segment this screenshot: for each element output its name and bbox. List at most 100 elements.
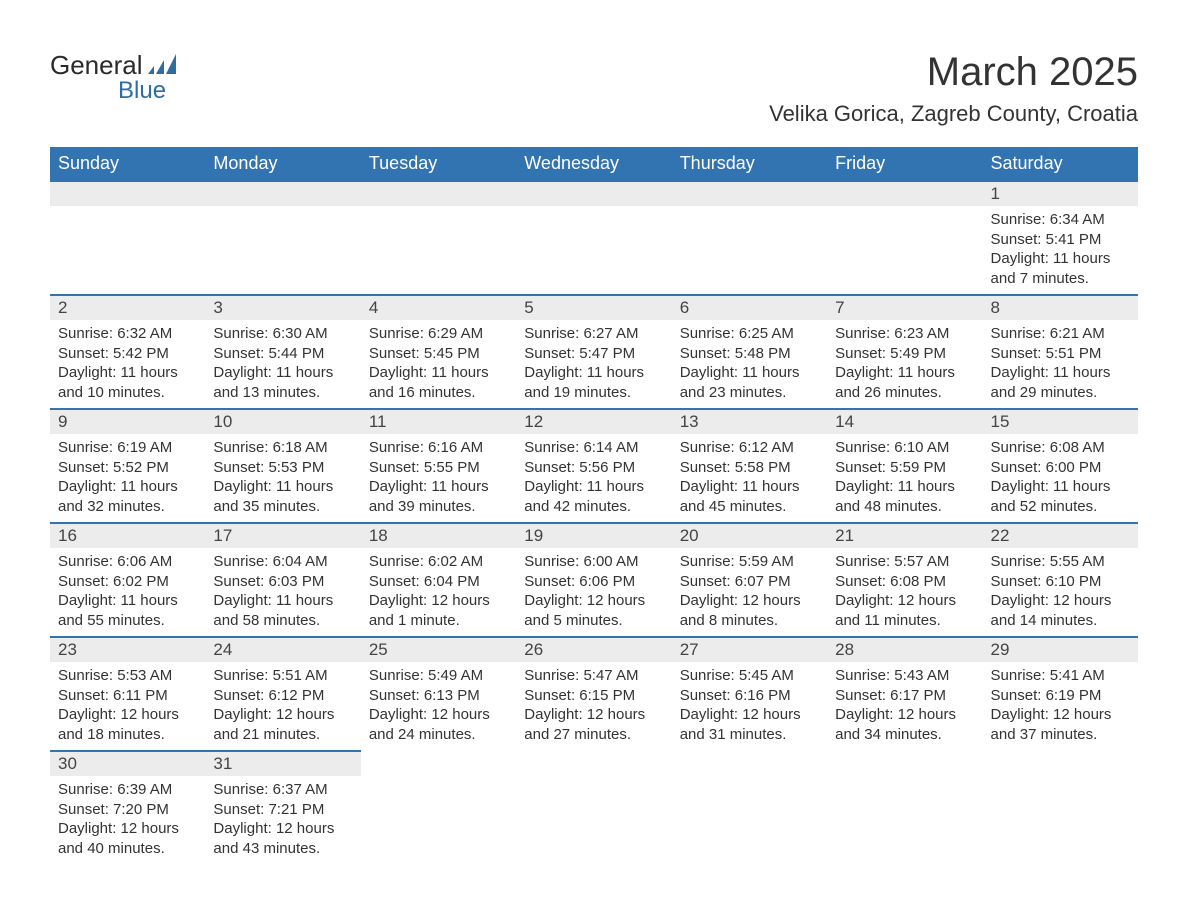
- sunset-line: Sunset: 5:49 PM: [835, 344, 974, 364]
- calendar-day-cell: 14Sunrise: 6:10 AMSunset: 5:59 PMDayligh…: [827, 409, 982, 523]
- daylight-line: Daylight: 12 hours and 1 minute.: [369, 591, 508, 630]
- sunset-line: Sunset: 5:51 PM: [991, 344, 1130, 364]
- daylight-line: Daylight: 11 hours and 19 minutes.: [524, 363, 663, 402]
- sunset-line: Sunset: 5:47 PM: [524, 344, 663, 364]
- weekday-header: Saturday: [983, 147, 1138, 181]
- day-number: 13: [672, 410, 827, 434]
- day-body: Sunrise: 5:57 AMSunset: 6:08 PMDaylight:…: [827, 548, 982, 636]
- day-body: Sunrise: 5:53 AMSunset: 6:11 PMDaylight:…: [50, 662, 205, 750]
- daylight-line: Daylight: 11 hours and 42 minutes.: [524, 477, 663, 516]
- calendar-day-cell: 29Sunrise: 5:41 AMSunset: 6:19 PMDayligh…: [983, 637, 1138, 751]
- day-body: Sunrise: 5:43 AMSunset: 6:17 PMDaylight:…: [827, 662, 982, 750]
- sunset-line: Sunset: 7:20 PM: [58, 800, 197, 820]
- daylight-line: Daylight: 12 hours and 34 minutes.: [835, 705, 974, 744]
- day-body: Sunrise: 6:04 AMSunset: 6:03 PMDaylight:…: [205, 548, 360, 636]
- day-number: [361, 182, 516, 206]
- day-number: 27: [672, 638, 827, 662]
- sunset-line: Sunset: 5:45 PM: [369, 344, 508, 364]
- day-body: Sunrise: 6:25 AMSunset: 5:48 PMDaylight:…: [672, 320, 827, 408]
- sunrise-line: Sunrise: 6:16 AM: [369, 438, 508, 458]
- sunrise-line: Sunrise: 5:57 AM: [835, 552, 974, 572]
- day-number: 3: [205, 296, 360, 320]
- calendar-week-row: 9Sunrise: 6:19 AMSunset: 5:52 PMDaylight…: [50, 409, 1138, 523]
- day-number: 22: [983, 524, 1138, 548]
- day-body: [205, 206, 360, 276]
- sunrise-line: Sunrise: 6:18 AM: [213, 438, 352, 458]
- calendar-day-cell: 23Sunrise: 5:53 AMSunset: 6:11 PMDayligh…: [50, 637, 205, 751]
- day-body: [672, 206, 827, 276]
- sunrise-line: Sunrise: 5:45 AM: [680, 666, 819, 686]
- day-number: 7: [827, 296, 982, 320]
- calendar-day-cell: 31Sunrise: 6:37 AMSunset: 7:21 PMDayligh…: [205, 751, 360, 864]
- calendar-day-cell: 17Sunrise: 6:04 AMSunset: 6:03 PMDayligh…: [205, 523, 360, 637]
- sunrise-line: Sunrise: 5:59 AM: [680, 552, 819, 572]
- day-body: Sunrise: 6:10 AMSunset: 5:59 PMDaylight:…: [827, 434, 982, 522]
- sunset-line: Sunset: 6:03 PM: [213, 572, 352, 592]
- sunset-line: Sunset: 6:02 PM: [58, 572, 197, 592]
- calendar-table: SundayMondayTuesdayWednesdayThursdayFrid…: [50, 147, 1138, 864]
- calendar-week-row: 23Sunrise: 5:53 AMSunset: 6:11 PMDayligh…: [50, 637, 1138, 751]
- day-number: 2: [50, 296, 205, 320]
- sunrise-line: Sunrise: 6:14 AM: [524, 438, 663, 458]
- sunrise-line: Sunrise: 5:41 AM: [991, 666, 1130, 686]
- sunrise-line: Sunrise: 6:19 AM: [58, 438, 197, 458]
- calendar-day-cell: 13Sunrise: 6:12 AMSunset: 5:58 PMDayligh…: [672, 409, 827, 523]
- daylight-line: Daylight: 11 hours and 7 minutes.: [991, 249, 1130, 288]
- calendar-day-cell: [827, 181, 982, 295]
- sunrise-line: Sunrise: 5:55 AM: [991, 552, 1130, 572]
- daylight-line: Daylight: 12 hours and 11 minutes.: [835, 591, 974, 630]
- daylight-line: Daylight: 11 hours and 35 minutes.: [213, 477, 352, 516]
- daylight-line: Daylight: 12 hours and 24 minutes.: [369, 705, 508, 744]
- logo-word-2: Blue: [118, 77, 166, 105]
- sunset-line: Sunset: 5:52 PM: [58, 458, 197, 478]
- daylight-line: Daylight: 12 hours and 37 minutes.: [991, 705, 1130, 744]
- daylight-line: Daylight: 11 hours and 48 minutes.: [835, 477, 974, 516]
- daylight-line: Daylight: 12 hours and 18 minutes.: [58, 705, 197, 744]
- calendar-day-cell: [50, 181, 205, 295]
- day-number: 14: [827, 410, 982, 434]
- day-number: 28: [827, 638, 982, 662]
- daylight-line: Daylight: 11 hours and 10 minutes.: [58, 363, 197, 402]
- sunset-line: Sunset: 6:11 PM: [58, 686, 197, 706]
- calendar-day-cell: [205, 181, 360, 295]
- sunrise-line: Sunrise: 6:12 AM: [680, 438, 819, 458]
- weekday-header: Thursday: [672, 147, 827, 181]
- calendar-day-cell: 9Sunrise: 6:19 AMSunset: 5:52 PMDaylight…: [50, 409, 205, 523]
- calendar-day-cell: [672, 181, 827, 295]
- day-number: 6: [672, 296, 827, 320]
- sunrise-line: Sunrise: 6:29 AM: [369, 324, 508, 344]
- calendar-day-cell: 20Sunrise: 5:59 AMSunset: 6:07 PMDayligh…: [672, 523, 827, 637]
- sunset-line: Sunset: 6:07 PM: [680, 572, 819, 592]
- sunset-line: Sunset: 5:58 PM: [680, 458, 819, 478]
- day-body: Sunrise: 6:08 AMSunset: 6:00 PMDaylight:…: [983, 434, 1138, 522]
- calendar-day-cell: 4Sunrise: 6:29 AMSunset: 5:45 PMDaylight…: [361, 295, 516, 409]
- calendar-day-cell: 16Sunrise: 6:06 AMSunset: 6:02 PMDayligh…: [50, 523, 205, 637]
- day-number: [516, 751, 671, 775]
- sunset-line: Sunset: 6:13 PM: [369, 686, 508, 706]
- weekday-header: Monday: [205, 147, 360, 181]
- calendar-day-cell: 21Sunrise: 5:57 AMSunset: 6:08 PMDayligh…: [827, 523, 982, 637]
- daylight-line: Daylight: 11 hours and 26 minutes.: [835, 363, 974, 402]
- day-number: 26: [516, 638, 671, 662]
- daylight-line: Daylight: 12 hours and 5 minutes.: [524, 591, 663, 630]
- day-number: 20: [672, 524, 827, 548]
- calendar-day-cell: [983, 751, 1138, 864]
- sunrise-line: Sunrise: 6:27 AM: [524, 324, 663, 344]
- calendar-day-cell: 24Sunrise: 5:51 AMSunset: 6:12 PMDayligh…: [205, 637, 360, 751]
- daylight-line: Daylight: 12 hours and 21 minutes.: [213, 705, 352, 744]
- day-number: 24: [205, 638, 360, 662]
- title-block: March 2025 Velika Gorica, Zagreb County,…: [769, 50, 1138, 127]
- day-body: Sunrise: 6:06 AMSunset: 6:02 PMDaylight:…: [50, 548, 205, 636]
- day-body: Sunrise: 6:30 AMSunset: 5:44 PMDaylight:…: [205, 320, 360, 408]
- day-number: [361, 751, 516, 775]
- day-body: Sunrise: 6:27 AMSunset: 5:47 PMDaylight:…: [516, 320, 671, 408]
- day-number: [205, 182, 360, 206]
- day-body: Sunrise: 5:47 AMSunset: 6:15 PMDaylight:…: [516, 662, 671, 750]
- daylight-line: Daylight: 12 hours and 14 minutes.: [991, 591, 1130, 630]
- day-body: Sunrise: 6:34 AMSunset: 5:41 PMDaylight:…: [983, 206, 1138, 294]
- calendar-day-cell: [361, 751, 516, 864]
- calendar-day-cell: 18Sunrise: 6:02 AMSunset: 6:04 PMDayligh…: [361, 523, 516, 637]
- day-body: Sunrise: 6:12 AMSunset: 5:58 PMDaylight:…: [672, 434, 827, 522]
- day-body: Sunrise: 6:21 AMSunset: 5:51 PMDaylight:…: [983, 320, 1138, 408]
- day-number: 25: [361, 638, 516, 662]
